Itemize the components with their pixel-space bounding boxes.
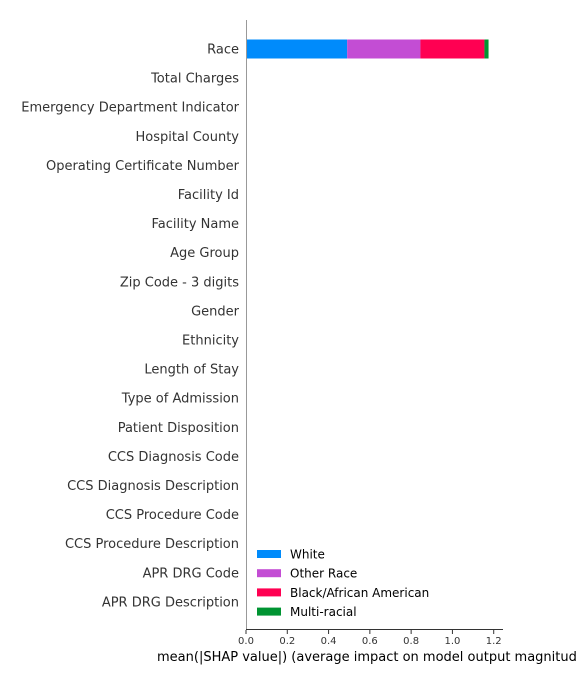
x-tick-label: 0.2 [279,636,295,647]
feature-label: Length of Stay [144,363,239,378]
legend-label: Multi-racial [290,605,357,619]
bar-segment [484,39,489,59]
bar-segment [420,39,485,59]
legend: White Other Race Black/African American Mul… [257,548,429,619]
feature-label: CCS Procedure Code [106,508,239,523]
legend-label: White [290,548,325,562]
feature-label: APR DRG Code [143,566,239,581]
feature-label: Race [207,43,239,58]
feature-label: Total Charges [150,72,239,87]
legend-swatch [257,550,281,558]
feature-label: CCS Diagnosis Description [67,479,239,494]
feature-label: APR DRG Description [102,595,239,610]
legend-swatch [257,569,281,578]
x-tick-label: 1.0 [444,636,460,647]
feature-label: CCS Procedure Description [65,537,239,552]
feature-label: Hospital County [136,130,240,145]
feature-label: Gender [191,304,240,319]
x-tick-label: 0.4 [321,636,337,647]
x-axis-title: mean(|SHAP value|) (average impact on mo… [157,650,576,665]
feature-label: Emergency Department Indicator [21,101,239,116]
feature-label: CCS Diagnosis Code [108,450,239,465]
x-ticks: 0.0 0.2 0.4 0.6 0.8 1.0 1.2 [238,630,502,647]
feature-label: Type of Admission [121,392,239,407]
y-tick-labels: Race Total Charges Emergency Department In… [21,43,239,611]
bar-segment [246,39,348,59]
feature-label: Patient Disposition [118,421,239,436]
legend-swatch [257,607,281,616]
legend-label: Other Race [290,567,357,581]
feature-label: Age Group [170,246,239,261]
legend-swatch [257,588,281,597]
feature-label: Facility Id [178,188,239,203]
feature-label: Operating Certificate Number [46,159,240,174]
feature-label: Ethnicity [182,334,239,349]
x-tick-label: 0.0 [238,636,254,647]
bars-layer [246,39,489,59]
feature-label: Facility Name [151,217,239,232]
x-tick-label: 0.8 [403,636,419,647]
bar-segment [347,39,421,59]
legend-label: Black/African American [290,586,429,600]
x-tick-label: 1.2 [486,636,502,647]
feature-label: Zip Code - 3 digits [120,275,239,290]
x-tick-label: 0.6 [362,636,378,647]
